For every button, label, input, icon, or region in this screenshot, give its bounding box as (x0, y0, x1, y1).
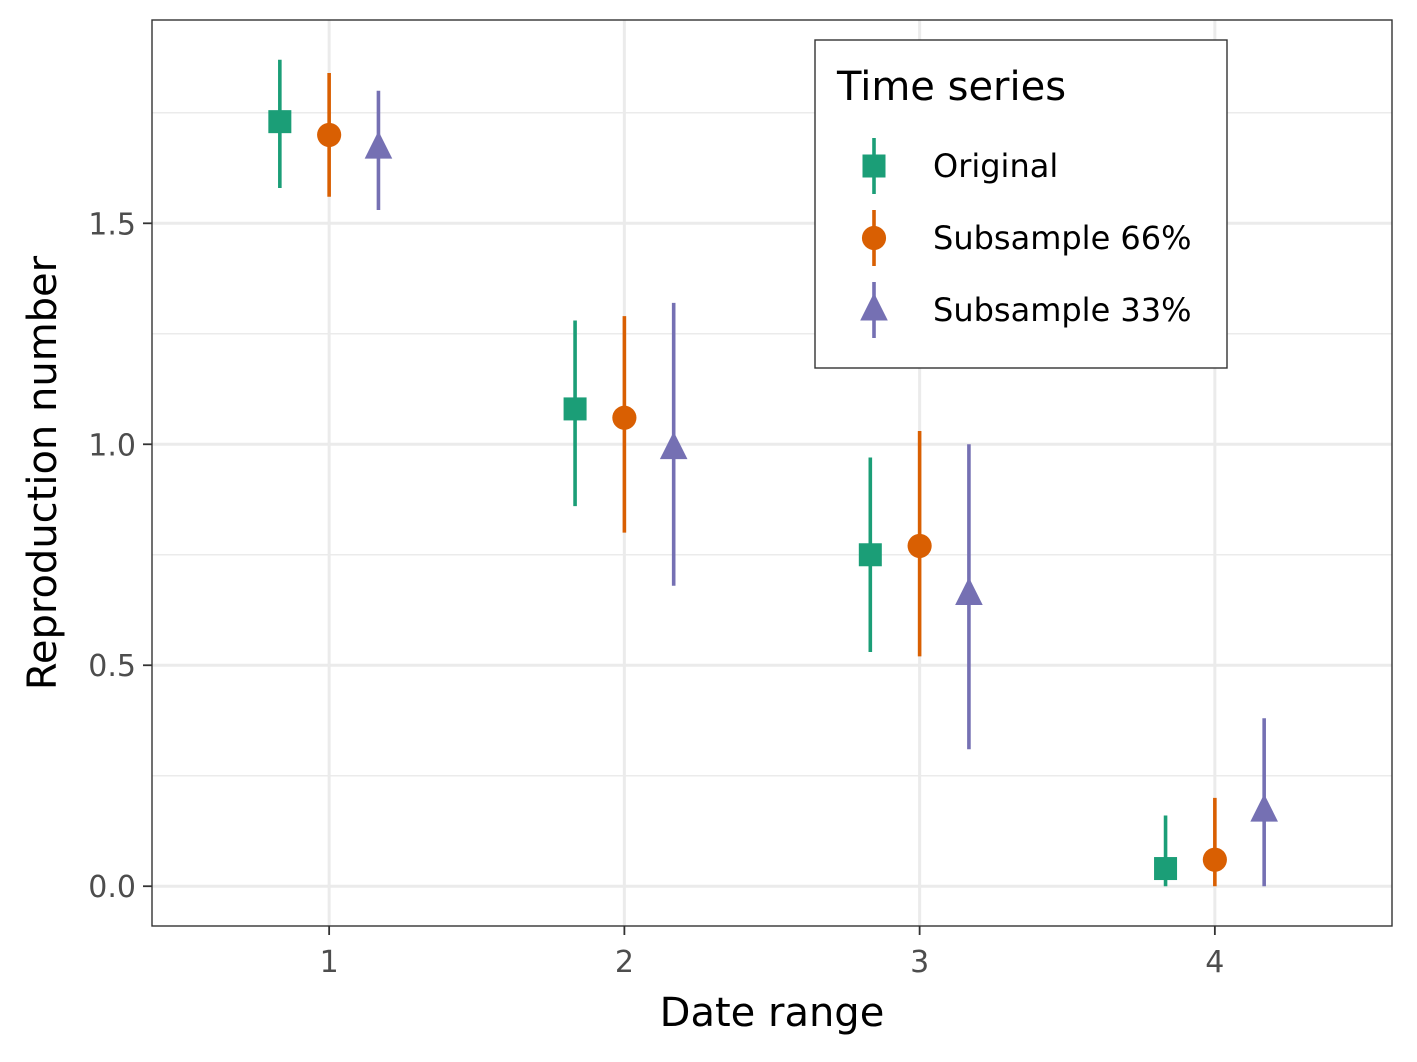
legend: Time series Original Subsample 66% Subsamp… (814, 39, 1228, 369)
y-axis-title: Reproduction number (20, 255, 66, 690)
point-square (1154, 857, 1178, 881)
legend-label: Subsample 66% (933, 219, 1192, 257)
y-tick-label: 1.5 (88, 207, 136, 242)
y-tick-label: 1.0 (88, 428, 136, 463)
legend-label: Subsample 33% (933, 291, 1192, 329)
point-circle (317, 122, 342, 147)
x-tick-label: 3 (910, 945, 929, 980)
y-tick-label: 0.0 (88, 870, 136, 905)
point-triangle (659, 431, 688, 460)
panel-border (151, 19, 1393, 927)
point-circle (1202, 847, 1227, 872)
legend-items: Original Subsample 66% Subsample 33% (860, 138, 1192, 338)
point-circle (907, 533, 932, 558)
legend-key-square (862, 154, 886, 178)
legend-key-circle (861, 225, 887, 251)
x-axis-title: Date range (660, 990, 885, 1036)
legend-title: Time series (836, 64, 1066, 110)
axes: 0.0 0.5 1.0 1.5 1 2 3 4 (88, 207, 1224, 980)
point-square (268, 110, 292, 134)
x-tick-label: 2 (615, 945, 634, 980)
y-tick-label: 0.5 (88, 649, 136, 684)
point-square (563, 397, 587, 421)
point-triangle (955, 577, 983, 606)
x-tick-label: 4 (1205, 945, 1224, 980)
legend-label: Original (933, 147, 1058, 185)
legend-key-triangle (860, 292, 888, 321)
point-circle (612, 405, 637, 430)
x-tick-label: 1 (320, 945, 339, 980)
plot-marks (268, 59, 1278, 887)
point-triangle (1250, 793, 1278, 822)
point-square (858, 543, 882, 567)
point-triangle (364, 131, 393, 159)
